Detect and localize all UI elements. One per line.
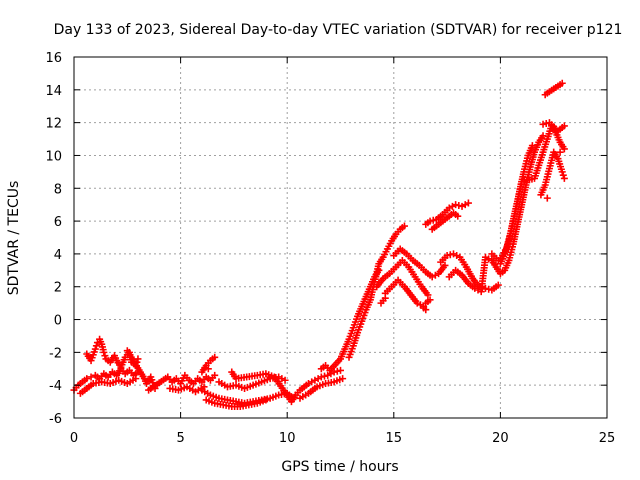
y-tick-label: 16 bbox=[45, 51, 62, 66]
data-point bbox=[420, 304, 428, 312]
data-point bbox=[426, 296, 434, 304]
data-point-fill bbox=[321, 372, 329, 380]
y-tick-label: 2 bbox=[54, 281, 62, 296]
data-point bbox=[560, 145, 568, 153]
x-tick-label: 15 bbox=[386, 431, 403, 446]
plot-border bbox=[73, 56, 608, 419]
data-point bbox=[426, 217, 434, 225]
data-point bbox=[464, 199, 472, 207]
data-point bbox=[211, 371, 219, 379]
data-point bbox=[539, 120, 547, 128]
y-tick-label: -4 bbox=[49, 379, 62, 394]
data-point bbox=[558, 168, 566, 176]
x-tick-label: 5 bbox=[176, 431, 184, 446]
data-point bbox=[543, 194, 551, 202]
grid bbox=[74, 57, 607, 418]
y-tick-label: -2 bbox=[49, 346, 62, 361]
data-point bbox=[211, 353, 219, 361]
data-point bbox=[262, 396, 270, 404]
data-point bbox=[87, 373, 95, 381]
y-tick-label: 6 bbox=[54, 215, 62, 230]
chart-title: Day 133 of 2023, Sidereal Day-to-day VTE… bbox=[54, 22, 623, 38]
y-tick-label: 4 bbox=[54, 248, 62, 263]
data-point bbox=[337, 366, 344, 374]
data-point bbox=[558, 79, 566, 87]
data-point-fill bbox=[455, 202, 463, 210]
data-point bbox=[132, 375, 140, 383]
data-markers bbox=[70, 79, 568, 411]
data-point bbox=[556, 148, 564, 156]
data-point bbox=[100, 348, 108, 356]
data-point-fill bbox=[485, 285, 493, 293]
y-tick-label: -6 bbox=[49, 412, 62, 427]
data-point bbox=[494, 281, 502, 289]
data-point bbox=[443, 252, 451, 260]
data-point-fill bbox=[542, 119, 550, 127]
x-tick-label: 20 bbox=[492, 431, 509, 446]
data-point bbox=[560, 122, 568, 130]
x-tick-label: 0 bbox=[70, 431, 78, 446]
data-point bbox=[400, 222, 408, 230]
data-point bbox=[560, 174, 568, 182]
data-point bbox=[528, 142, 536, 150]
data-point bbox=[381, 294, 389, 302]
data-point bbox=[454, 212, 462, 220]
y-axis-title: SDTVAR / TECUs bbox=[6, 181, 22, 296]
data-point-fill bbox=[559, 171, 567, 179]
data-point bbox=[83, 375, 91, 383]
data-point bbox=[452, 201, 460, 209]
data-point-fill bbox=[92, 342, 100, 350]
y-tick-label: 0 bbox=[54, 314, 62, 329]
data-point-fill bbox=[429, 216, 437, 224]
y-tick-label: 14 bbox=[45, 84, 62, 99]
x-axis-title: GPS time / hours bbox=[281, 459, 398, 475]
data-point bbox=[204, 365, 212, 373]
data-point-fill bbox=[333, 367, 341, 375]
y-tick-label: 12 bbox=[45, 117, 62, 132]
y-tick-label: 10 bbox=[45, 149, 62, 164]
axis-ticks: 0 5 10 15 20 25 -6 -4 -2 0 2 4 6 8 10 12 14 16 bbox=[45, 51, 615, 446]
data-point-fill bbox=[101, 352, 109, 360]
data-point bbox=[317, 373, 325, 381]
y-tick-label: 8 bbox=[54, 182, 62, 197]
data-point bbox=[91, 345, 99, 353]
x-tick-label: 25 bbox=[599, 431, 616, 446]
data-point bbox=[424, 291, 432, 299]
data-point bbox=[339, 375, 347, 383]
data-point bbox=[441, 261, 449, 269]
data-point-fill bbox=[446, 251, 454, 259]
x-tick-label: 10 bbox=[279, 431, 296, 446]
data-point bbox=[281, 376, 289, 384]
